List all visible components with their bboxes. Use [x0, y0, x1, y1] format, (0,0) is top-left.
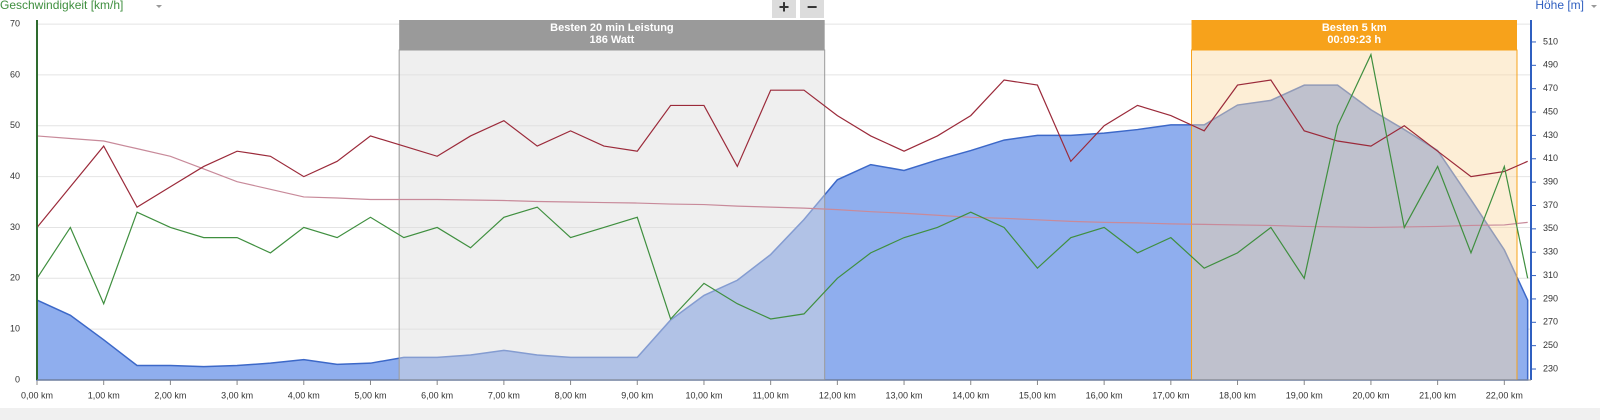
y-tick-label: 60 [10, 69, 20, 79]
band-label: Besten 20 min Leistung [550, 22, 673, 34]
x-tick-label: 5,00 km [354, 390, 386, 400]
band-header [1191, 20, 1517, 50]
band-header [399, 20, 825, 50]
highlight-band [1191, 49, 1518, 381]
y2-tick-label: 450 [1543, 106, 1558, 116]
series-line [36, 135, 1528, 229]
x-tick-label: 4,00 km [288, 390, 320, 400]
x-tick-label: 8,00 km [555, 390, 587, 400]
y-tick-label: 70 [10, 18, 20, 28]
x-tick-label: 7,00 km [488, 390, 520, 400]
x-tick-label: 17,00 km [1152, 390, 1189, 400]
series-line [36, 52, 1529, 321]
y2-tick-label: 250 [1543, 340, 1558, 350]
y2-tick-label: 490 [1543, 60, 1558, 70]
x-tick-label: 12,00 km [819, 390, 856, 400]
y2-tick-label: 390 [1543, 177, 1558, 187]
x-tick-label: 0,00 km [21, 390, 53, 400]
y2-tick-label: 230 [1543, 363, 1558, 373]
series-line [36, 79, 1528, 228]
y2-tick-label: 510 [1543, 36, 1558, 46]
x-tick-label: 18,00 km [1219, 390, 1256, 400]
x-tick-label: 10,00 km [685, 390, 722, 400]
y2-tick-label: 290 [1543, 293, 1558, 303]
x-tick-label: 1,00 km [88, 390, 120, 400]
zoom-in-button[interactable]: + [772, 0, 796, 18]
y2-tick-label: 470 [1543, 83, 1558, 93]
y2-tick-label: 330 [1543, 247, 1558, 257]
x-tick-label: 21,00 km [1419, 390, 1456, 400]
scrollbar[interactable] [0, 408, 1600, 420]
x-tick-label: 11,00 km [752, 390, 788, 400]
y2-axis-title: Höhe [m] [1535, 0, 1584, 12]
y-tick-label: 40 [10, 171, 20, 181]
x-tick-label: 22,00 km [1486, 390, 1523, 400]
highlight-band [398, 49, 826, 381]
button-bg[interactable] [772, 0, 796, 18]
x-tick-label: 16,00 km [1086, 390, 1123, 400]
x-tick-label: 3,00 km [221, 390, 253, 400]
button-bg[interactable] [800, 0, 824, 18]
elevation-area [36, 84, 1529, 381]
dropdown-arrow[interactable] [1591, 5, 1597, 8]
y-tick-label: 0 [15, 374, 20, 384]
x-tick-label: 14,00 km [952, 390, 989, 400]
x-tick-label: 20,00 km [1352, 390, 1389, 400]
y2-tick-label: 270 [1543, 317, 1558, 327]
zoom-out-button[interactable]: − [800, 0, 824, 18]
band-label: 00:09:23 h [1327, 34, 1381, 46]
dropdown-arrow[interactable] [156, 5, 162, 8]
band-label: 186 Watt [590, 34, 635, 46]
band-label: Besten 5 km [1322, 22, 1387, 34]
x-tick-label: 15,00 km [1019, 390, 1056, 400]
button-label[interactable]: + [779, 0, 790, 17]
y2-tick-label: 310 [1543, 270, 1558, 280]
y2-tick-label: 410 [1543, 153, 1558, 163]
x-tick-label: 13,00 km [886, 390, 923, 400]
x-tick-label: 9,00 km [621, 390, 653, 400]
y-axis-title: Geschwindigkeit [km/h] [0, 0, 123, 12]
button-label[interactable]: − [807, 0, 818, 17]
y-tick-label: 10 [10, 324, 20, 334]
y2-tick-label: 370 [1543, 200, 1558, 210]
x-tick-label: 19,00 km [1286, 390, 1323, 400]
y-tick-label: 30 [10, 222, 20, 232]
y-tick-label: 50 [10, 120, 20, 130]
x-tick-label: 2,00 km [154, 390, 186, 400]
y2-tick-label: 430 [1543, 130, 1558, 140]
y-tick-label: 20 [10, 273, 20, 283]
x-tick-label: 6,00 km [421, 390, 453, 400]
y2-tick-label: 350 [1543, 223, 1558, 233]
